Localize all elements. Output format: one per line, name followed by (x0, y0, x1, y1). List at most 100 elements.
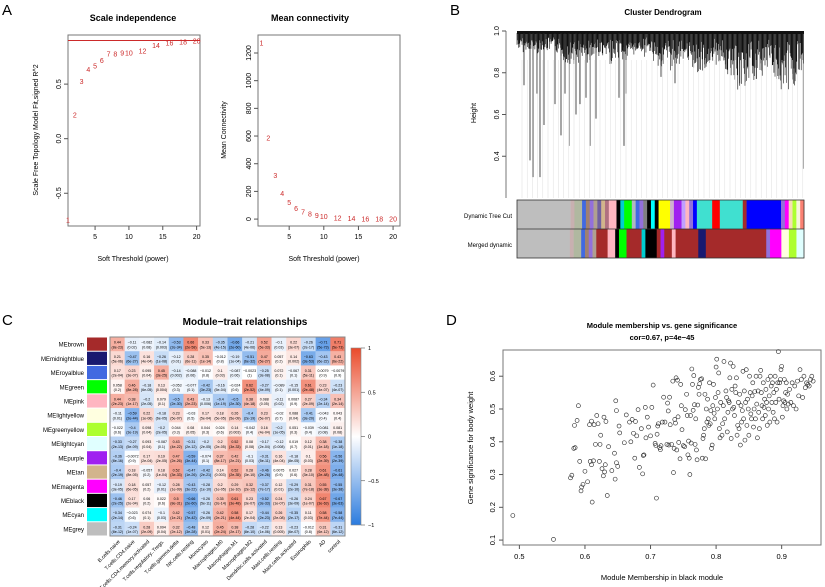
cell-value: 0.31 (305, 369, 312, 373)
data-point (731, 405, 737, 410)
cell-value: 0.43 (334, 355, 341, 359)
cell-pvalue: (7e-42) (185, 516, 197, 520)
heatmap-cell (154, 493, 169, 508)
cell-value: 0.23 (319, 383, 326, 387)
cell-value: −0.26 (201, 511, 210, 515)
data-point (675, 414, 681, 420)
cell-pvalue: (0.03) (157, 516, 166, 520)
cell-value: −0.26 (201, 497, 210, 501)
cell-pvalue: (6e-05) (141, 388, 153, 392)
data-point (679, 403, 684, 409)
cell-pvalue: (5e-06) (112, 360, 124, 364)
data-point (654, 495, 659, 501)
data-point (664, 442, 670, 447)
cell-pvalue: (2e-05) (156, 431, 168, 435)
cell-pvalue: (2e-39) (317, 459, 329, 463)
data-point (686, 438, 691, 444)
cell-value: 0.45 (158, 369, 165, 373)
row-label: MEpurple (58, 456, 84, 462)
module-color-segment (698, 229, 707, 258)
data-point (661, 394, 666, 400)
cell-value: −0.11 (113, 412, 122, 416)
heatmap-cell (227, 408, 243, 423)
cell-value: −0.59 (127, 412, 136, 416)
cell-pvalue: (5e-04) (214, 388, 226, 392)
cell-value: −0.29 (289, 483, 298, 487)
data-point (613, 398, 619, 404)
data-point (692, 442, 698, 447)
heatmap-cell (242, 337, 258, 352)
data-point (749, 416, 754, 422)
data-point (741, 416, 746, 422)
cell-value: −0.074 (200, 454, 211, 458)
data-point (725, 409, 731, 415)
cell-value: −0.31 (186, 440, 195, 444)
y-tick-label: 0.6 (488, 371, 497, 381)
data-point (699, 376, 704, 382)
heatmap-cell (124, 365, 140, 380)
panel-label-c: C (2, 312, 13, 329)
data-point (736, 426, 742, 431)
module-color-segment (615, 229, 620, 258)
data-point-label: 14 (152, 43, 160, 50)
data-point (772, 416, 777, 422)
data-point-label: 18 (179, 40, 187, 47)
cell-pvalue: (2e-44) (126, 416, 138, 420)
data-point (757, 426, 762, 431)
heatmap-cell (330, 479, 346, 494)
cell-pvalue: (0.4) (319, 416, 326, 420)
heatmap-cell (212, 479, 228, 494)
heatmap-cell (330, 393, 346, 409)
data-point (614, 408, 619, 413)
data-point (747, 390, 753, 395)
cell-value: 0.44 (114, 397, 121, 401)
data-point (612, 450, 617, 456)
cell-pvalue: (6e-12) (332, 530, 344, 534)
cell-value: 0.61 (305, 383, 312, 387)
cell-value: 0.44 (114, 341, 121, 345)
heatmap-cell (227, 507, 243, 522)
data-point (673, 375, 679, 381)
data-point-label: 2 (73, 113, 77, 120)
cell-pvalue: (2e-05) (200, 445, 212, 449)
cell-value: 0.37 (217, 454, 224, 458)
cell-pvalue: (1e-18) (332, 445, 344, 449)
cell-pvalue: (2e-04) (126, 502, 138, 506)
cell-pvalue: (0.004) (156, 388, 167, 392)
cell-value: −0.53 (172, 341, 181, 345)
x-tick-label: 15 (159, 234, 167, 241)
data-point (761, 405, 767, 410)
module-color-segment (650, 200, 656, 229)
plot-frame (257, 34, 401, 227)
cell-pvalue: (3e-05) (112, 487, 124, 491)
heatmap-cell (110, 479, 125, 494)
cell-value: 0.61 (231, 497, 238, 501)
cell-value: −0.19 (113, 483, 122, 487)
data-point (751, 424, 756, 430)
module-color-segment (517, 229, 571, 258)
data-point (753, 416, 758, 422)
heatmap-cell (315, 436, 331, 451)
cell-pvalue: (5e-11) (303, 374, 314, 378)
cell-value: −0.4 (114, 469, 121, 473)
heatmap-cell (300, 507, 316, 522)
cell-pvalue: (3e-07) (288, 345, 300, 349)
cell-value: −0.1 (158, 511, 165, 515)
chart-title: Module membership vs. gene significance (587, 321, 737, 330)
data-point (589, 499, 595, 505)
cell-pvalue: (1e-05) (214, 487, 226, 491)
heatmap-cell (154, 479, 169, 494)
data-point (633, 419, 638, 424)
cell-value: 0.32 (173, 525, 180, 529)
cell-pvalue: (1e-08) (156, 360, 168, 364)
data-point (602, 469, 607, 475)
cell-value: 0.18 (158, 469, 165, 473)
cell-pvalue: (4e-04) (258, 431, 270, 435)
cell-pvalue: (0.3) (290, 431, 297, 435)
cell-pvalue: (2e-04) (112, 374, 124, 378)
cell-pvalue: (0.3) (172, 388, 179, 392)
cell-value: 0.24 (275, 497, 282, 501)
colorbar-tick-label: 1 (368, 346, 371, 352)
cell-pvalue: (2e-05) (156, 459, 168, 463)
data-point (721, 359, 727, 364)
